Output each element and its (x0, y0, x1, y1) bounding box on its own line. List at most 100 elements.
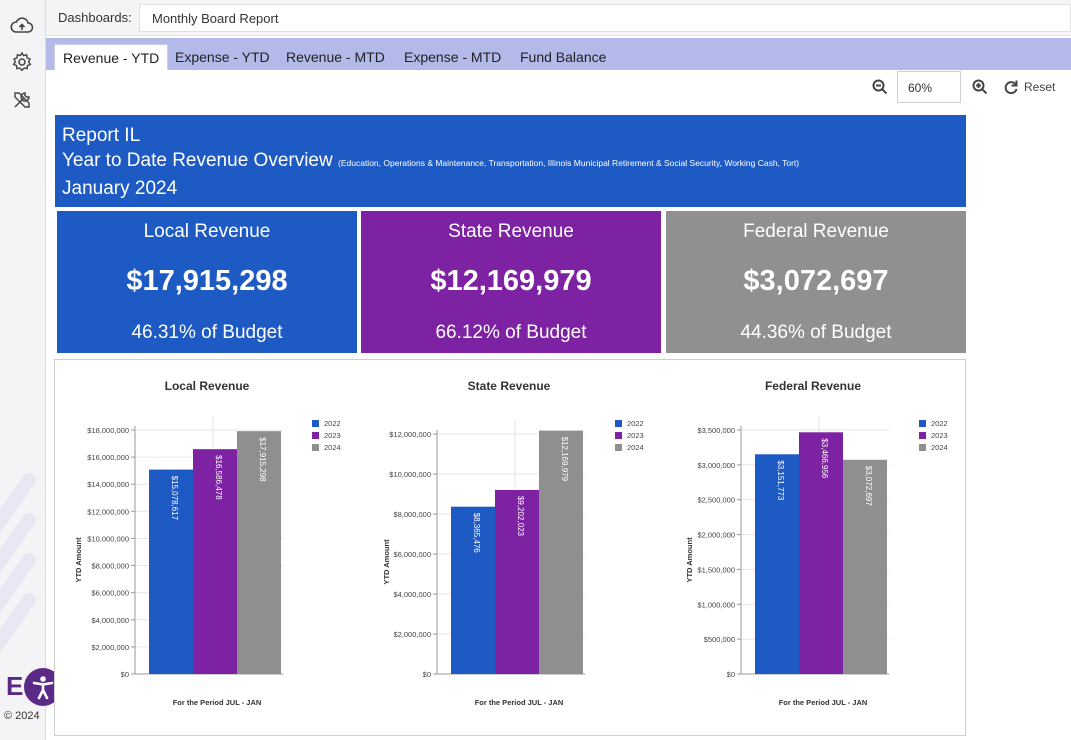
legend-label: 2024 (324, 443, 341, 452)
tab-fund-balance[interactable]: Fund Balance (520, 49, 607, 65)
top-bar: Dashboards: Monthly Board Report (46, 0, 1071, 36)
kpi-percent: 44.36% of Budget (740, 322, 892, 343)
legend-swatch (615, 444, 622, 451)
y-tick-label: $8,000,000 (91, 562, 129, 571)
zoom-in-icon[interactable] (971, 78, 989, 96)
legend-label: 2023 (324, 431, 341, 440)
tab-bar: Revenue - YTD Expense - YTD Revenue - MT… (46, 38, 1071, 70)
legend-swatch (919, 420, 926, 427)
y-tick-label: $16,000,000 (87, 453, 129, 462)
bar-2022 (755, 454, 799, 674)
left-rail: © 2024 (0, 0, 46, 740)
legend-label: 2023 (627, 431, 644, 440)
kpi-percent: 66.12% of Budget (435, 322, 587, 343)
legend-label: 2022 (627, 419, 644, 428)
legend-swatch (919, 432, 926, 439)
gear-icon[interactable] (9, 49, 35, 75)
legend-swatch (615, 420, 622, 427)
bar-data-label: $12,169,979 (560, 437, 569, 482)
x-axis-label: For the Period JUL - JAN (779, 698, 868, 707)
dashboards-label: Dashboards: (58, 10, 132, 25)
x-axis-label: For the Period JUL - JAN (173, 698, 262, 707)
y-tick-label: $0 (121, 670, 129, 679)
revenue-charts: Local Revenue $0 $2,000,000 $4,000,000 $6,00… (74, 379, 948, 707)
y-tick-label: $2,500,000 (697, 496, 735, 505)
y-axis-label: YTD Amount (382, 539, 391, 585)
y-axis-label: YTD Amount (74, 537, 83, 583)
cloud-upload-icon[interactable] (9, 13, 35, 39)
y-tick-label: $0 (423, 670, 431, 679)
tab-expense-mtd[interactable]: Expense - MTD (404, 49, 502, 65)
chart-title: Local Revenue (165, 379, 250, 393)
y-tick-label: $0 (727, 670, 735, 679)
bar-data-label: $3,151,773 (776, 460, 785, 501)
legend-swatch (312, 432, 319, 439)
y-tick-label: $6,000,000 (91, 589, 129, 598)
report-subtitle: Year to Date Revenue Overview (Education… (62, 148, 959, 176)
bar-2022 (149, 469, 193, 674)
reset-button[interactable]: Reset (1024, 80, 1056, 94)
zoom-out-icon[interactable] (871, 78, 889, 96)
bar-data-label: $3,072,697 (864, 466, 873, 507)
kpi-value: $12,169,979 (430, 265, 592, 297)
brand-logo: E (6, 671, 24, 701)
bar-2023 (495, 489, 539, 674)
kpi-card-state: State Revenue $12,169,979 66.12% of Budg… (361, 211, 661, 353)
tab-expense-ytd[interactable]: Expense - YTD (175, 49, 270, 65)
bar-data-label: $3,466,956 (820, 438, 829, 479)
x-axis-label: For the Period JUL - JAN (475, 698, 564, 707)
bar-2023 (799, 432, 843, 674)
y-tick-label: $2,000,000 (91, 643, 129, 652)
y-tick-label: $3,500,000 (697, 426, 735, 435)
refresh-icon[interactable] (1002, 78, 1020, 96)
y-tick-label: $8,000,000 (393, 510, 431, 519)
bar-2023 (193, 449, 237, 674)
y-tick-label: $6,000,000 (393, 550, 431, 559)
legend-swatch (919, 444, 926, 451)
tab-revenue-ytd[interactable]: Revenue - YTD (54, 44, 169, 70)
chart-title: State Revenue (468, 379, 551, 393)
y-tick-label: $2,000,000 (697, 531, 735, 540)
bar-2022 (451, 506, 495, 674)
zoom-level-input[interactable]: 60% (897, 71, 961, 103)
dashboard-select[interactable]: Monthly Board Report (139, 4, 1071, 32)
y-tick-label: $500,000 (704, 635, 735, 644)
bar-2024 (237, 431, 281, 674)
kpi-value: $3,072,697 (743, 265, 889, 297)
chart-title: Federal Revenue (765, 379, 861, 393)
bar-2024 (843, 459, 887, 674)
kpi-card-federal: Federal Revenue $3,072,697 44.36% of Bud… (666, 211, 966, 353)
bar-data-label: $8,365,476 (472, 513, 481, 554)
y-tick-label: $12,000,000 (389, 430, 431, 439)
bar-data-label: $9,202,023 (516, 496, 525, 537)
y-tick-label: $2,000,000 (393, 630, 431, 639)
kpi-percent: 46.31% of Budget (131, 322, 283, 343)
bar-data-label: $15,078,617 (170, 476, 179, 521)
legend-label: 2024 (627, 443, 644, 452)
kpi-card-local: Local Revenue $17,915,298 46.31% of Budg… (57, 211, 357, 353)
y-tick-label: $12,000,000 (87, 507, 129, 516)
y-tick-label: $1,500,000 (697, 565, 735, 574)
tools-icon[interactable] (9, 87, 35, 113)
legend-label: 2024 (931, 443, 948, 452)
y-tick-label: $14,000,000 (87, 480, 129, 489)
report-subtitle-note: (Education, Operations & Maintenance, Tr… (338, 158, 800, 168)
bar-data-label: $17,915,298 (258, 437, 267, 482)
legend-swatch (615, 432, 622, 439)
y-tick-label: $4,000,000 (393, 590, 431, 599)
report-title: Report IL (62, 125, 141, 146)
report-header: Report IL Year to Date Revenue Overview … (55, 115, 966, 207)
report-subtitle-main: Year to Date Revenue Overview (62, 150, 333, 171)
copyright-text: © 2024 (4, 710, 40, 722)
report-period: January 2024 (62, 178, 178, 199)
bar-data-label: $16,586,478 (214, 455, 223, 500)
tab-revenue-mtd[interactable]: Revenue - MTD (286, 49, 385, 65)
charts-panel: Local Revenue $0 $2,000,000 $4,000,000 $6,00… (54, 359, 966, 736)
y-tick-label: $1,000,000 (697, 600, 735, 609)
legend-label: 2022 (931, 419, 948, 428)
legend-label: 2023 (931, 431, 948, 440)
kpi-title: Federal Revenue (743, 221, 889, 242)
kpi-value: $17,915,298 (126, 265, 288, 297)
y-axis-label: YTD Amount (685, 537, 694, 583)
legend-swatch (312, 444, 319, 451)
